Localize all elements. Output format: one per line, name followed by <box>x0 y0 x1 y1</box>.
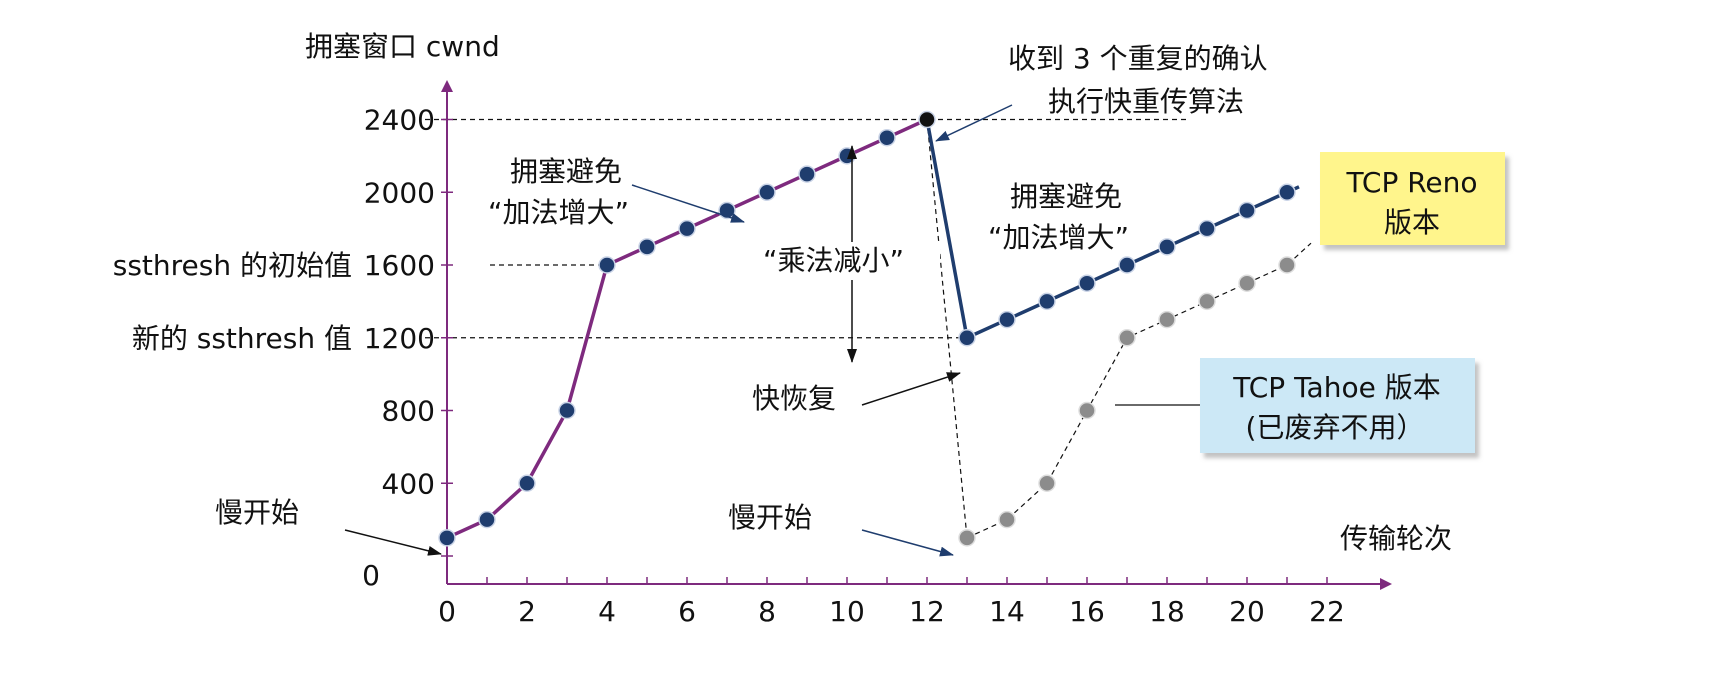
tahoe-box-label-1: TCP Tahoe 版本 <box>1232 371 1440 404</box>
slow-start-right-arrow <box>861 529 954 557</box>
triple-ack-label-2: 执行快重传算法 <box>1048 85 1244 118</box>
reno-point <box>638 238 656 256</box>
reno-point <box>878 128 896 147</box>
reno-point <box>438 529 456 547</box>
reno-drop-line <box>925 119 969 339</box>
reference-line-label: 新的 ssthresh 值 <box>132 322 352 355</box>
reno-point <box>478 510 496 529</box>
y-tick-label: 2000 <box>364 176 435 209</box>
reno-box <box>1320 152 1505 245</box>
fast-recovery-arrow <box>861 372 961 406</box>
reno-point <box>1278 183 1296 201</box>
tahoe-point <box>1078 401 1096 420</box>
md-label: “乘法减小” <box>763 244 904 277</box>
y-tick-label: 1600 <box>364 249 435 282</box>
tahoe-point <box>1038 474 1056 492</box>
y-tick-label: 0 <box>362 559 380 592</box>
y-tick-label: 400 <box>382 467 435 500</box>
x-tick-label: 18 <box>1149 595 1185 628</box>
reno-point <box>598 256 616 274</box>
axis-ticks: 0 2 4 6 8 10 12 14 16 18 20 22 0 400 800 1200 1600 2000 24… <box>362 104 1345 629</box>
x-tick-label: 8 <box>758 595 776 628</box>
tahoe-box-label-2: (已废弃不用） <box>1246 411 1425 444</box>
reno-box-label-2: 版本 <box>1384 206 1440 239</box>
reno-point <box>678 219 696 238</box>
x-axis-title: 传输轮次 <box>1340 522 1452 555</box>
x-tick-label: 20 <box>1229 595 1265 628</box>
reference-line-label: ssthresh 的初始值 <box>113 249 352 282</box>
slow-start-left-arrow <box>344 529 442 556</box>
reno-box-label-1: TCP Reno <box>1345 166 1477 199</box>
reno-point <box>1198 219 1216 238</box>
slow-start-left-label: 慢开始 <box>215 496 299 529</box>
y-axis-title: 拥塞窗口 cwnd <box>305 30 500 63</box>
reno-point <box>1238 201 1256 220</box>
reno-point <box>1118 256 1136 274</box>
ca-left-label-1: 拥塞避免 <box>510 155 622 188</box>
tahoe-point <box>958 529 976 547</box>
x-tick-label: 4 <box>598 595 616 628</box>
tahoe-line <box>966 242 1312 539</box>
x-tick-label: 2 <box>518 595 536 628</box>
x-tick-label: 0 <box>438 595 456 628</box>
y-tick-label: 800 <box>382 395 435 428</box>
ca-left-arrow <box>631 184 745 223</box>
slow-start-right-label: 慢开始 <box>728 501 812 534</box>
reno-point <box>1038 292 1056 311</box>
y-tick-label: 2400 <box>364 104 435 137</box>
reno-point <box>518 474 536 492</box>
triple-ack-arrow <box>935 104 1013 142</box>
x-tick-label: 6 <box>678 595 696 628</box>
reno-point <box>1158 238 1176 256</box>
reno-point <box>758 183 776 201</box>
ca-left-label-2: “加法增大” <box>488 196 629 229</box>
tahoe-point <box>1278 256 1296 274</box>
tahoe-point <box>1238 274 1256 292</box>
triple-ack-label-1: 收到 3 个重复的确认 <box>1008 42 1268 75</box>
tahoe-box <box>1200 358 1475 453</box>
tahoe-point <box>1198 292 1216 311</box>
reno-point <box>558 401 576 420</box>
reno-point <box>958 329 976 347</box>
reno-point <box>798 165 816 183</box>
ca-right-label-1: 拥塞避免 <box>1010 180 1122 213</box>
reno-peak-point <box>918 110 936 129</box>
x-tick-label: 16 <box>1069 595 1105 628</box>
reno-point <box>1078 274 1096 292</box>
tahoe-point <box>998 510 1016 529</box>
x-tick-label: 10 <box>829 595 865 628</box>
x-tick-label: 12 <box>909 595 945 628</box>
x-tick-label: 22 <box>1309 595 1345 628</box>
y-tick-label: 1200 <box>364 322 435 355</box>
ca-right-label-2: “加法增大” <box>988 221 1129 254</box>
x-tick-label: 14 <box>989 595 1025 628</box>
tahoe-point <box>1158 310 1176 329</box>
md-label-bg <box>760 242 940 278</box>
drop-to-slow-start-line <box>926 119 968 538</box>
tahoe-point <box>1118 329 1136 347</box>
fast-recovery-label: 快恢复 <box>752 382 836 415</box>
reno-point <box>998 310 1016 329</box>
